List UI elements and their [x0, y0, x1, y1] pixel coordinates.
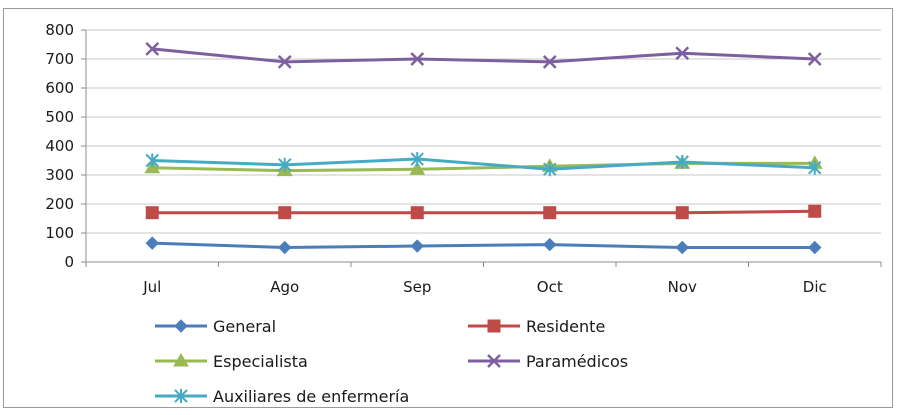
x-axis-tick-labels: Jul Ago Sep Oct Nov Dic	[142, 278, 827, 296]
axes	[81, 29, 882, 267]
x-tick-label: Sep	[403, 278, 431, 296]
data-point	[277, 55, 292, 69]
x-tick-label: Jul	[142, 278, 161, 296]
y-tick-label: 100	[45, 224, 74, 242]
y-tick-label: 700	[45, 50, 74, 68]
legend-item: Especialista	[155, 352, 308, 371]
data-point	[543, 237, 557, 252]
data-point	[808, 240, 822, 255]
data-point	[410, 152, 424, 167]
legend-label: Especialista	[213, 352, 308, 371]
data-point	[543, 206, 557, 220]
data-point	[409, 161, 426, 175]
data-point	[145, 153, 159, 168]
data-point	[145, 41, 160, 56]
series-auxiliares-de-enfermeria	[145, 152, 822, 177]
series-especialista	[144, 155, 823, 177]
legend-label: Paramédicos	[526, 352, 628, 371]
series-line	[152, 157, 815, 171]
series-line	[152, 241, 815, 249]
legend: General Residente Especialista Paramédicos A…	[155, 317, 628, 406]
legend-marker	[174, 389, 188, 403]
y-tick-label: 500	[45, 108, 74, 126]
data-point	[145, 206, 159, 220]
legend-item: Paramédicos	[468, 352, 628, 371]
y-tick-label: 600	[45, 79, 74, 97]
legend-item: Auxiliares de enfermería	[155, 387, 409, 406]
legend-label: General	[213, 317, 276, 336]
gridlines	[86, 29, 881, 234]
y-tick-label: 0	[64, 253, 74, 271]
data-point	[807, 52, 822, 66]
legend-marker	[173, 353, 189, 367]
legend-item: Residente	[468, 317, 605, 336]
series-lines	[144, 41, 823, 255]
data-point	[410, 52, 425, 66]
data-point	[675, 46, 690, 61]
y-tick-label: 300	[45, 166, 74, 184]
data-point	[145, 236, 159, 250]
y-tick-label: 800	[45, 21, 74, 39]
legend-marker	[174, 319, 188, 333]
x-tick-label: Nov	[668, 278, 697, 296]
legend-marker	[487, 354, 501, 368]
series-line	[152, 47, 815, 64]
data-point	[542, 55, 557, 69]
y-axis-tick-labels: 0 100 200 300 400 500 600 700 800	[45, 21, 74, 271]
series-residente	[145, 204, 822, 220]
data-point	[543, 162, 557, 177]
data-point	[808, 204, 822, 218]
data-point	[278, 206, 292, 220]
x-tick-label: Ago	[270, 278, 299, 296]
legend-marker	[487, 319, 501, 333]
series-paramedicos	[145, 41, 822, 69]
data-point	[675, 206, 689, 220]
legend-label: Residente	[526, 317, 605, 336]
data-point	[675, 240, 689, 255]
legend-item: General	[155, 317, 276, 336]
data-point	[278, 157, 292, 172]
x-tick-label: Dic	[803, 278, 827, 296]
data-point	[410, 239, 424, 253]
data-point	[808, 160, 822, 175]
data-point	[278, 240, 292, 255]
series-line	[152, 209, 815, 215]
y-tick-label: 400	[45, 137, 74, 155]
data-point	[675, 154, 689, 169]
data-point	[410, 206, 424, 220]
x-tick-label: Oct	[537, 278, 563, 296]
y-tick-label: 200	[45, 195, 74, 213]
legend-label: Auxiliares de enfermería	[213, 387, 409, 406]
series-general	[145, 236, 822, 255]
